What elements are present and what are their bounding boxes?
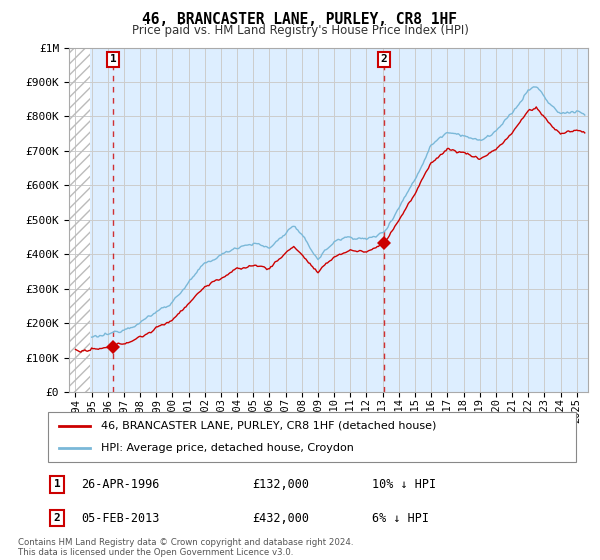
Text: 2: 2 xyxy=(53,513,61,523)
Text: 05-FEB-2013: 05-FEB-2013 xyxy=(81,511,160,525)
Text: 2: 2 xyxy=(381,54,388,64)
Text: HPI: Average price, detached house, Croydon: HPI: Average price, detached house, Croy… xyxy=(101,443,353,453)
FancyBboxPatch shape xyxy=(48,412,576,462)
Text: 46, BRANCASTER LANE, PURLEY, CR8 1HF (detached house): 46, BRANCASTER LANE, PURLEY, CR8 1HF (de… xyxy=(101,421,436,431)
Text: £132,000: £132,000 xyxy=(252,478,309,491)
Text: 6% ↓ HPI: 6% ↓ HPI xyxy=(372,511,429,525)
Text: 1: 1 xyxy=(110,54,116,64)
Text: Price paid vs. HM Land Registry's House Price Index (HPI): Price paid vs. HM Land Registry's House … xyxy=(131,24,469,36)
Text: 1: 1 xyxy=(53,479,61,489)
Bar xyxy=(69,48,91,392)
Bar xyxy=(69,48,91,392)
Text: 46, BRANCASTER LANE, PURLEY, CR8 1HF: 46, BRANCASTER LANE, PURLEY, CR8 1HF xyxy=(143,12,458,27)
Text: £432,000: £432,000 xyxy=(252,511,309,525)
Text: 26-APR-1996: 26-APR-1996 xyxy=(81,478,160,491)
Text: 10% ↓ HPI: 10% ↓ HPI xyxy=(372,478,436,491)
Text: Contains HM Land Registry data © Crown copyright and database right 2024.
This d: Contains HM Land Registry data © Crown c… xyxy=(18,538,353,557)
